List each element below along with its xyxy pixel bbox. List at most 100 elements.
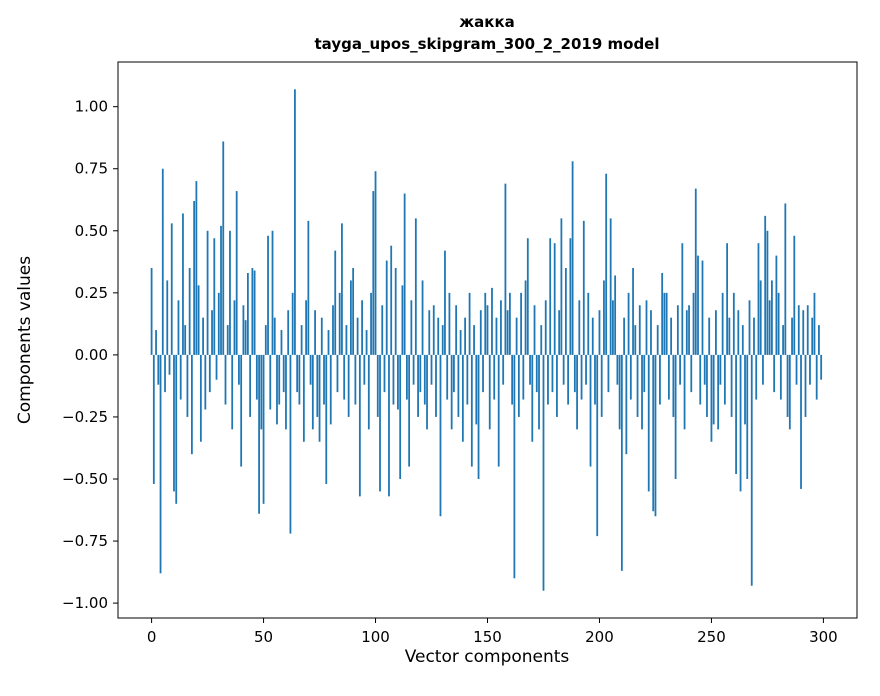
bar bbox=[549, 238, 552, 355]
bar bbox=[741, 325, 744, 355]
bar bbox=[697, 255, 699, 355]
bar bbox=[784, 203, 787, 355]
bar bbox=[491, 287, 493, 355]
bar bbox=[723, 354, 726, 405]
bar bbox=[419, 354, 422, 393]
bar bbox=[305, 300, 307, 355]
bar bbox=[208, 354, 211, 393]
bar bbox=[766, 230, 769, 355]
bar bbox=[426, 354, 428, 430]
bar bbox=[517, 354, 520, 417]
bar bbox=[370, 292, 372, 355]
bar bbox=[571, 161, 574, 355]
bar bbox=[715, 310, 717, 355]
bar bbox=[728, 317, 731, 355]
bar bbox=[343, 354, 346, 400]
bar bbox=[289, 354, 292, 534]
bar bbox=[710, 354, 713, 442]
bar bbox=[193, 201, 196, 355]
bar bbox=[296, 354, 299, 393]
bar bbox=[600, 354, 603, 417]
chart-title: жакка bbox=[459, 13, 515, 31]
bar bbox=[486, 305, 489, 355]
bar bbox=[246, 272, 249, 355]
bar bbox=[334, 250, 337, 355]
bar bbox=[202, 317, 204, 355]
bar bbox=[520, 292, 522, 355]
bar bbox=[598, 310, 601, 355]
bar bbox=[771, 280, 773, 355]
bar bbox=[204, 354, 207, 410]
bar bbox=[226, 325, 229, 355]
bar bbox=[186, 354, 189, 417]
bar bbox=[623, 317, 625, 355]
bar bbox=[665, 292, 668, 355]
bar bbox=[479, 310, 482, 355]
bar bbox=[509, 292, 511, 355]
bar bbox=[576, 354, 578, 430]
bar bbox=[791, 317, 793, 355]
x-tick-label: 100 bbox=[361, 628, 390, 646]
bar bbox=[314, 310, 316, 355]
bar bbox=[197, 285, 200, 355]
bar bbox=[352, 268, 355, 355]
bar bbox=[652, 354, 655, 512]
bar bbox=[589, 354, 592, 467]
bar bbox=[739, 354, 742, 492]
bar bbox=[417, 354, 419, 417]
bar bbox=[470, 354, 473, 467]
bar bbox=[712, 354, 715, 425]
bar bbox=[556, 354, 558, 417]
bar bbox=[591, 317, 594, 355]
bar bbox=[477, 354, 480, 479]
bar bbox=[544, 300, 547, 355]
bar bbox=[616, 354, 619, 385]
bar bbox=[282, 354, 285, 393]
bar bbox=[779, 354, 782, 400]
bar bbox=[475, 354, 478, 425]
bar bbox=[222, 141, 225, 355]
bar bbox=[620, 354, 623, 571]
bar bbox=[484, 292, 487, 355]
bar bbox=[464, 317, 466, 355]
bar bbox=[553, 243, 556, 355]
bar bbox=[636, 354, 639, 417]
bar bbox=[573, 354, 576, 393]
bar bbox=[379, 354, 381, 492]
bar bbox=[150, 268, 153, 355]
bar bbox=[753, 317, 755, 355]
bar bbox=[538, 354, 540, 430]
bar bbox=[786, 354, 789, 417]
bar bbox=[231, 354, 234, 430]
bar bbox=[271, 230, 274, 355]
bar bbox=[428, 310, 431, 355]
bar bbox=[249, 354, 252, 417]
bar bbox=[676, 305, 679, 355]
bar bbox=[401, 285, 404, 355]
x-tick-label: 300 bbox=[809, 628, 838, 646]
bar bbox=[681, 243, 684, 355]
bar bbox=[376, 354, 379, 417]
bar bbox=[645, 300, 648, 355]
bar bbox=[750, 354, 753, 586]
y-tick-label: −1.00 bbox=[62, 594, 108, 612]
bar bbox=[632, 268, 634, 355]
bar bbox=[703, 354, 706, 385]
bar bbox=[643, 354, 646, 393]
bar bbox=[706, 354, 708, 417]
bar bbox=[661, 272, 664, 355]
bar bbox=[638, 305, 641, 355]
bar bbox=[408, 354, 411, 467]
bar bbox=[582, 220, 585, 355]
bar bbox=[578, 300, 581, 355]
bar bbox=[717, 354, 720, 430]
bar bbox=[323, 354, 325, 405]
bar bbox=[385, 260, 388, 355]
bar bbox=[629, 354, 632, 400]
bar bbox=[166, 280, 169, 355]
y-tick-label: 0.50 bbox=[75, 222, 108, 240]
bar bbox=[191, 354, 193, 455]
bar bbox=[446, 354, 449, 400]
bar bbox=[656, 325, 659, 355]
